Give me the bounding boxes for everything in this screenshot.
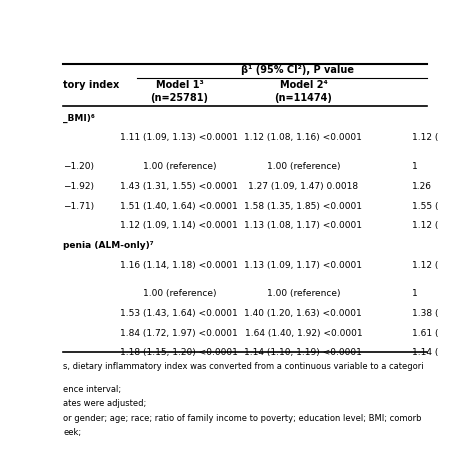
Text: Model 2⁴: Model 2⁴ — [280, 80, 327, 90]
Text: 1.38 (: 1.38 ( — [412, 309, 438, 318]
Text: 1.58 (1.35, 1.85) <0.0001: 1.58 (1.35, 1.85) <0.0001 — [245, 201, 363, 210]
Text: 1.51 (1.40, 1.64) <0.0001: 1.51 (1.40, 1.64) <0.0001 — [120, 201, 238, 210]
Text: 1.12 (: 1.12 ( — [412, 261, 438, 270]
Text: 1.12 (1.09, 1.14) <0.0001: 1.12 (1.09, 1.14) <0.0001 — [120, 221, 238, 230]
Text: (n=25781): (n=25781) — [150, 93, 209, 103]
Text: 1.84 (1.72, 1.97) <0.0001: 1.84 (1.72, 1.97) <0.0001 — [120, 328, 238, 337]
Text: 1.18 (1.15, 1.20) <0.0001: 1.18 (1.15, 1.20) <0.0001 — [120, 348, 238, 357]
Text: 1.12 (: 1.12 ( — [412, 134, 438, 143]
Text: ates were adjusted;: ates were adjusted; — [63, 399, 146, 408]
Text: penia (ALM-only)⁷: penia (ALM-only)⁷ — [63, 241, 154, 250]
Text: 1.16 (1.14, 1.18) <0.0001: 1.16 (1.14, 1.18) <0.0001 — [120, 261, 238, 270]
Text: 1.40 (1.20, 1.63) <0.0001: 1.40 (1.20, 1.63) <0.0001 — [245, 309, 362, 318]
Text: 1.13 (1.08, 1.17) <0.0001: 1.13 (1.08, 1.17) <0.0001 — [245, 221, 363, 230]
Text: 1.12 (1.08, 1.16) <0.0001: 1.12 (1.08, 1.16) <0.0001 — [245, 134, 362, 143]
Text: 1.43 (1.31, 1.55) <0.0001: 1.43 (1.31, 1.55) <0.0001 — [120, 182, 238, 191]
Text: 1.00 (reference): 1.00 (reference) — [143, 290, 216, 299]
Text: 1.00 (reference): 1.00 (reference) — [143, 163, 216, 172]
Text: −1.71): −1.71) — [63, 201, 94, 210]
Text: ence interval;: ence interval; — [63, 384, 121, 393]
Text: 1.14 (1.10, 1.19) <0.0001: 1.14 (1.10, 1.19) <0.0001 — [245, 348, 362, 357]
Text: 1.27 (1.09, 1.47) 0.0018: 1.27 (1.09, 1.47) 0.0018 — [248, 182, 358, 191]
Text: 1.53 (1.43, 1.64) <0.0001: 1.53 (1.43, 1.64) <0.0001 — [120, 309, 238, 318]
Text: 1.00 (reference): 1.00 (reference) — [266, 163, 340, 172]
Text: 1.12 (: 1.12 ( — [412, 221, 438, 230]
Text: 1.14 (: 1.14 ( — [412, 348, 438, 357]
Text: 1.13 (1.09, 1.17) <0.0001: 1.13 (1.09, 1.17) <0.0001 — [245, 261, 363, 270]
Text: s, dietary inflammatory index was converted from a continuous variable to a cate: s, dietary inflammatory index was conver… — [63, 362, 424, 371]
Text: β¹ (95% CI²), P value: β¹ (95% CI²), P value — [241, 64, 354, 74]
Text: −1.20): −1.20) — [63, 163, 94, 172]
Text: 1.26: 1.26 — [412, 182, 432, 191]
Text: −1.92): −1.92) — [63, 182, 94, 191]
Text: 1.11 (1.09, 1.13) <0.0001: 1.11 (1.09, 1.13) <0.0001 — [120, 134, 238, 143]
Text: _BMI)⁶: _BMI)⁶ — [63, 114, 95, 123]
Text: or gender; age; race; ratio of family income to poverty; education level; BMI; c: or gender; age; race; ratio of family in… — [63, 414, 422, 423]
Text: eek;: eek; — [63, 428, 81, 438]
Text: 1.61 (: 1.61 ( — [412, 328, 438, 337]
Text: 1.55 (: 1.55 ( — [412, 201, 438, 210]
Text: tory index: tory index — [63, 80, 119, 90]
Text: (n=11474): (n=11474) — [274, 93, 332, 103]
Text: 1.00 (reference): 1.00 (reference) — [266, 290, 340, 299]
Text: 1: 1 — [412, 290, 418, 299]
Text: 1.64 (1.40, 1.92) <0.0001: 1.64 (1.40, 1.92) <0.0001 — [245, 328, 362, 337]
Text: Model 1³: Model 1³ — [155, 80, 203, 90]
Text: 1: 1 — [412, 163, 418, 172]
